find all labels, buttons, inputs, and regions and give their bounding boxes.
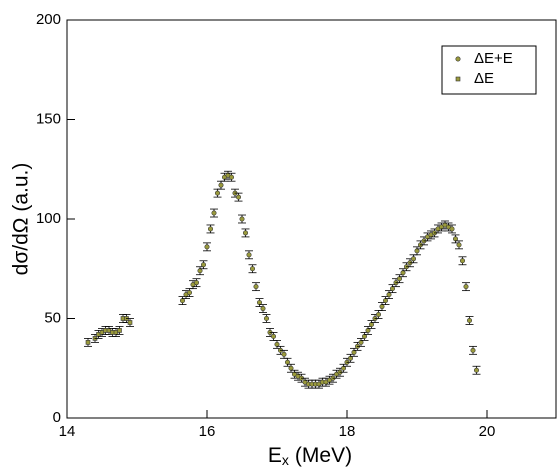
- legend-marker: [455, 76, 461, 82]
- data-point: [449, 226, 455, 232]
- data-point: [400, 270, 406, 276]
- data-point: [256, 300, 262, 306]
- y-tick-label: 50: [44, 309, 61, 326]
- data-point: [288, 365, 294, 371]
- data-point: [365, 327, 371, 333]
- x-tick-label: 14: [59, 423, 76, 440]
- data-point: [463, 284, 469, 290]
- x-axis-title-unit: (MeV): [295, 444, 352, 467]
- x-axis-title-main: E: [268, 444, 282, 467]
- data-point: [473, 367, 479, 373]
- data-point: [180, 298, 186, 304]
- data-point: [229, 174, 235, 180]
- data-point: [204, 244, 210, 250]
- data-point: [466, 317, 472, 323]
- data-point: [347, 355, 353, 361]
- data-point: [263, 315, 269, 321]
- data-point: [396, 276, 402, 282]
- legend-box: [441, 45, 537, 95]
- data-point: [386, 292, 392, 298]
- y-tick-label: 200: [36, 11, 61, 28]
- data-point: [414, 248, 420, 254]
- data-point: [211, 210, 217, 216]
- data-point: [410, 256, 416, 262]
- data-point: [253, 284, 259, 290]
- data-point: [281, 351, 287, 357]
- data-point: [379, 304, 385, 310]
- legend-label: ΔE+E: [474, 50, 513, 67]
- data-point: [208, 226, 214, 232]
- data-point: [389, 286, 395, 292]
- data-point: [187, 290, 193, 296]
- data-point: [239, 216, 245, 222]
- x-axis-title: Ex (MeV): [268, 444, 352, 468]
- data-point: [351, 349, 357, 355]
- data-point: [284, 359, 290, 365]
- data-point: [452, 236, 458, 242]
- data-point: [201, 262, 207, 268]
- data-point: [236, 194, 242, 200]
- data-point: [194, 280, 200, 286]
- data-point: [340, 365, 346, 371]
- data-point: [127, 320, 133, 325]
- legend-label: ΔE: [474, 70, 494, 87]
- data-point: [358, 339, 364, 345]
- data-point: [382, 298, 388, 304]
- x-axis-title-sub: x: [282, 452, 289, 468]
- data-point: [246, 252, 252, 258]
- x-tick-label: 18: [339, 423, 356, 440]
- data-point: [85, 340, 91, 345]
- data-point: [117, 328, 122, 333]
- data-point: [274, 341, 280, 347]
- data-point: [270, 333, 276, 339]
- y-tick-label: 150: [36, 110, 61, 127]
- data-point: [368, 321, 374, 327]
- data-point: [470, 347, 476, 353]
- data-point: [361, 333, 367, 339]
- x-tick-label: 20: [479, 423, 496, 440]
- y-tick-label: 100: [36, 210, 61, 227]
- x-tick-label: 16: [199, 423, 216, 440]
- data-point: [456, 242, 462, 248]
- data-point: [215, 190, 221, 196]
- data-point: [218, 182, 224, 188]
- data-point: [243, 230, 249, 236]
- data-point: [260, 306, 266, 312]
- data-point: [375, 312, 381, 318]
- data-point: [459, 258, 465, 264]
- y-tick-label: 0: [53, 409, 61, 426]
- y-axis-title: dσ/dΩ (a.u.): [10, 163, 33, 276]
- data-point: [197, 268, 203, 274]
- legend-marker: [455, 56, 461, 62]
- data-point: [250, 266, 256, 272]
